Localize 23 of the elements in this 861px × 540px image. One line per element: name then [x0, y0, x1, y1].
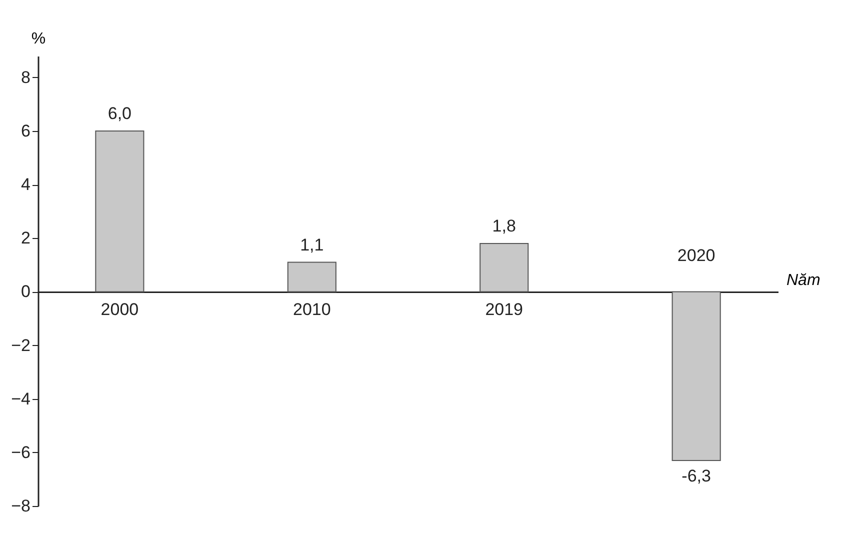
x-tick-label: 2000 — [100, 300, 139, 320]
y-tick-label: −8 — [11, 496, 30, 516]
bar — [287, 262, 336, 292]
y-tick-label: −4 — [11, 389, 30, 408]
y-tick-label: 2 — [21, 228, 30, 248]
x-axis-title: Năm — [786, 272, 820, 290]
x-tick-label: 2020 — [677, 246, 716, 266]
y-axis-title: % — [31, 30, 46, 48]
x-tick-label: 2010 — [292, 300, 331, 320]
y-tick-label: 6 — [21, 122, 30, 140]
bar — [95, 130, 144, 292]
data-label: 6,0 — [108, 104, 132, 123]
bar — [672, 291, 721, 461]
y-tick-label: 8 — [21, 68, 30, 87]
y-tick-label: 0 — [21, 282, 30, 302]
x-tick-label: 2019 — [485, 300, 524, 320]
data-label: 1,1 — [300, 235, 324, 254]
y-tick-label: 4 — [21, 175, 30, 194]
data-label: 1,8 — [492, 216, 516, 236]
bar — [480, 243, 529, 292]
data-label: -6,3 — [682, 466, 711, 486]
y-tick-label: −2 — [11, 336, 30, 355]
y-tick-label: −6 — [11, 442, 30, 462]
